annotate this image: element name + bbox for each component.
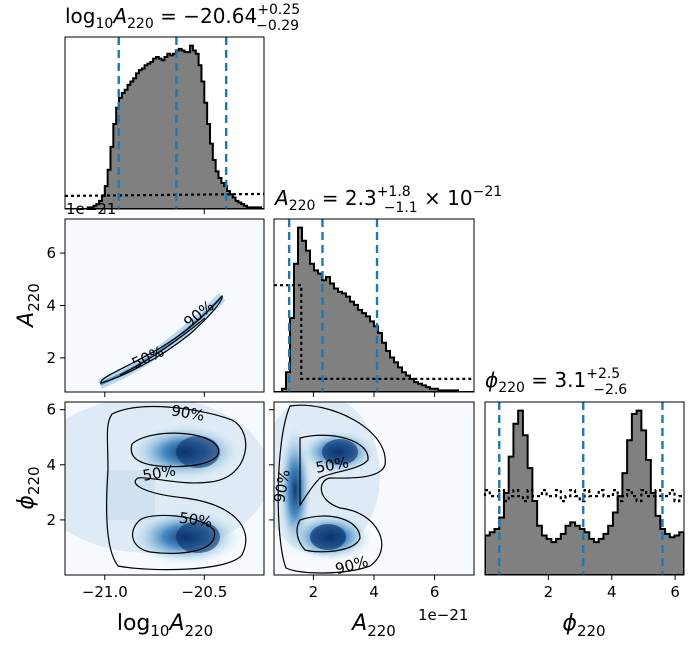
prior-line-A: [274, 284, 474, 380]
title-logA: log10A220 = −20.64+0.25 −0.29: [65, 2, 300, 34]
contours-phi-vs-logA: [105, 406, 247, 571]
ytick-label-phi-2: 6: [46, 401, 56, 419]
ytick-label-phi-1: 4: [46, 456, 56, 474]
xtick-label-phi-2: 6: [670, 583, 680, 601]
contour-label-phi-A-90a: 90%: [270, 468, 294, 504]
contours-phi-vs-A: [277, 404, 386, 574]
xlabel-logA: log10A220: [117, 611, 213, 640]
ytick-label-A-1: 4: [46, 297, 56, 315]
histogram-logA-bars: [65, 44, 264, 209]
ylabel-A: A220: [14, 283, 43, 329]
ytick-label-phi-0: 2: [46, 511, 56, 529]
xtick-label-phi-1: 4: [607, 583, 617, 601]
prior-line-phi: [483, 489, 684, 503]
quantile-lines: [117, 37, 664, 575]
xtick-label-phi-0: 2: [544, 583, 554, 601]
panel-phi-hist: [484, 401, 685, 576]
prior-lines: [64, 192, 684, 503]
xlabel-phi: ϕ220: [562, 611, 605, 640]
ylabel-phi: ϕ220: [14, 466, 43, 509]
density-phi-vs-logA: [65, 402, 264, 567]
contours-A-vs-logA: [100, 294, 223, 384]
panel-bg-A-vs-logA: [65, 219, 264, 392]
histogram-phi-bars: [485, 409, 684, 575]
contour-label-phi-A-50: 50%: [314, 453, 350, 477]
ytick-label-A-2: 6: [46, 244, 56, 262]
panel-phi-vs-logA: [64, 401, 265, 576]
panel-logA-hist: [64, 36, 265, 210]
contour-label-phi-logA-50a: 50%: [141, 461, 177, 485]
ytick-label-A-0: 2: [46, 349, 56, 367]
xtick-label-A-2: 6: [430, 583, 440, 601]
offset-label-top: 1e−21: [66, 200, 116, 218]
contour-label-phi-logA-50b: 50%: [178, 509, 214, 531]
xtick-label-logA-0: −21.0: [82, 583, 128, 601]
xtick-label-A-1: 4: [369, 583, 379, 601]
histogram-A: [274, 226, 474, 392]
contour-labels: 50% 90% 90% 50% 50% 90% 50% 90%: [129, 297, 370, 578]
histogram-logA: [65, 44, 264, 209]
contour-label-phi-logA-90: 90%: [170, 401, 206, 425]
xtick-label-A-0: 2: [309, 583, 319, 601]
title-phi: ϕ220 = 3.1+2.5 −2.6: [485, 366, 627, 398]
xtick-label-logA-1: −20.5: [181, 583, 227, 601]
offset-label-bottom: 1e−21: [418, 606, 468, 624]
title-A: A220 = 2.3+1.8 −1.1 × 10−21: [273, 184, 502, 216]
xlabel-A: A220: [350, 611, 396, 640]
histogram-phi: [485, 409, 684, 575]
axis-ticks: −21.0 −20.5 2 4 6 2 4 6 2 4 6 2 4 6: [46, 209, 680, 601]
histogram-A-bars: [274, 226, 474, 392]
